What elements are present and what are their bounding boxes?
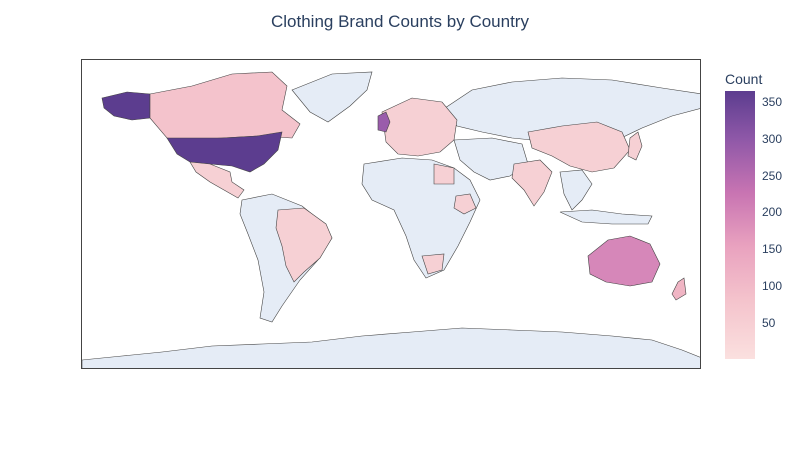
country-mexico[interactable] (189, 161, 245, 199)
continent-africa[interactable] (361, 157, 481, 279)
colorbar-title: Count (725, 71, 763, 87)
country-japan[interactable] (627, 131, 643, 161)
world-map (82, 71, 701, 369)
country-antarctica[interactable] (82, 327, 701, 369)
colorbar (725, 91, 755, 359)
region-middle-east[interactable] (453, 137, 529, 181)
region-southeast-asia[interactable] (559, 169, 593, 211)
colorbar-tick-label: 200 (762, 205, 783, 220)
colorbar-tick-label: 250 (762, 168, 783, 183)
country-greenland[interactable] (291, 71, 373, 123)
colorbar-tick-label: 150 (762, 242, 783, 257)
chart-title: Clothing Brand Counts by Country (271, 12, 529, 31)
country-new-zealand[interactable] (671, 277, 687, 301)
country-united-kingdom[interactable] (377, 111, 391, 133)
region-europe[interactable] (381, 97, 458, 157)
country-ethiopia[interactable] (453, 193, 477, 215)
country-china[interactable] (527, 121, 631, 173)
country-indonesia[interactable] (559, 209, 653, 225)
country-russia[interactable] (441, 77, 701, 147)
colorbar-tick-label: 350 (762, 95, 783, 110)
country-alaska[interactable] (101, 91, 151, 121)
country-egypt[interactable] (433, 163, 455, 185)
colorbar-tick-label: 300 (762, 131, 783, 146)
country-united-states[interactable] (166, 131, 283, 173)
country-canada[interactable] (149, 71, 301, 141)
country-australia[interactable] (587, 235, 661, 287)
country-south-africa[interactable] (421, 253, 445, 275)
country-india[interactable] (511, 159, 553, 207)
colorbar-tick-label: 100 (762, 279, 783, 294)
colorbar-tick-label: 50 (762, 315, 776, 330)
country-brazil[interactable] (275, 207, 333, 283)
map-area[interactable] (81, 59, 701, 369)
